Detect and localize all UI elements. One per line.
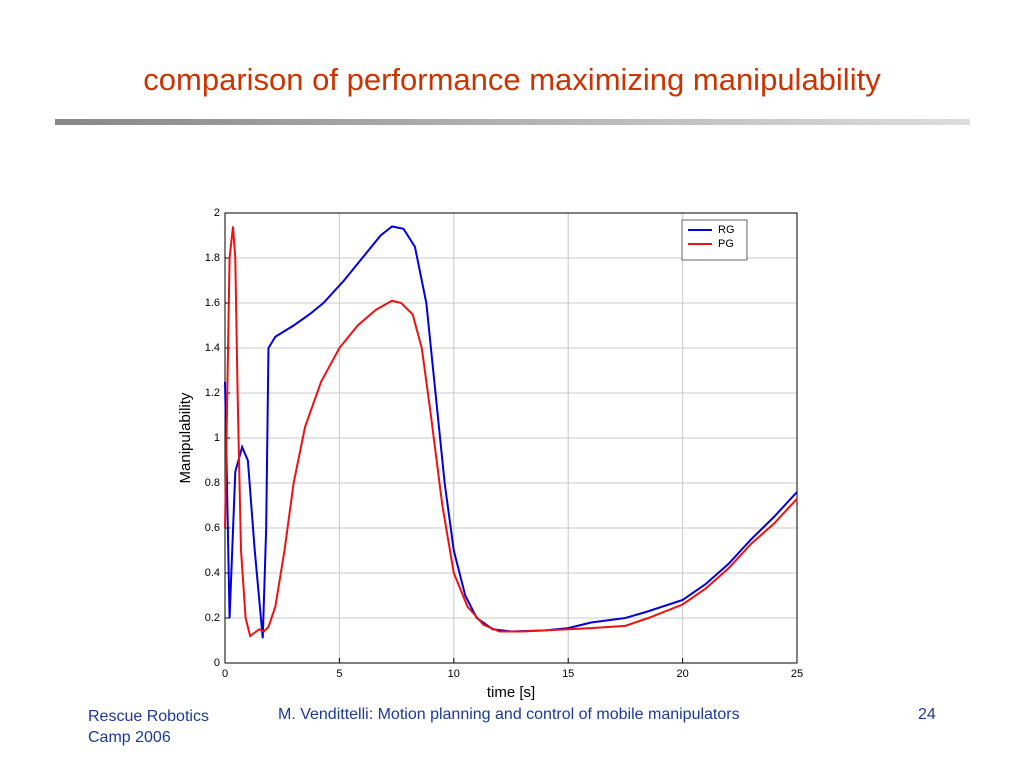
x-tick-label: 10	[448, 668, 460, 680]
line-series	[224, 226, 798, 638]
y-tick-label: 1.8	[205, 252, 220, 264]
legend-label: PG	[718, 238, 734, 250]
y-tick-label: 1.2	[205, 387, 220, 399]
slide-title: comparison of performance maximizing man…	[143, 62, 881, 97]
y-tick-label: 0	[214, 657, 220, 669]
x-tick-label: 5	[336, 668, 342, 680]
x-tick-label: 20	[676, 668, 688, 680]
title-rule	[55, 119, 970, 125]
y-tick-label: 2	[214, 207, 220, 219]
y-tick-label: 0.8	[205, 477, 220, 489]
legend-label: RG	[718, 224, 735, 236]
line-series	[224, 225, 798, 639]
chart: time [s] Manipulability 0 5 10 15 20 25 0 0.2 0.…	[177, 207, 803, 700]
x-tick-label: 0	[222, 668, 228, 680]
y-tick-label: 1.4	[205, 342, 220, 354]
x-tick-label: 25	[791, 668, 803, 680]
y-axis-label: Manipulability	[177, 392, 194, 483]
legend-box	[681, 219, 748, 261]
plot-border	[224, 212, 798, 664]
x-tick-label: 15	[562, 668, 574, 680]
footer-left: Rescue Robotics Camp 2006	[88, 708, 209, 746]
y-tick-label: 1	[214, 432, 220, 444]
y-tick-label: 0.6	[205, 522, 220, 534]
footer-center: M. Vendittelli: Motion planning and cont…	[278, 706, 740, 723]
page-number: 24	[918, 706, 936, 723]
y-tick-label: 0.4	[205, 567, 220, 579]
x-axis-label: time [s]	[487, 684, 535, 700]
y-tick-label: 0.2	[205, 612, 220, 624]
y-tick-label: 1.6	[205, 297, 220, 309]
